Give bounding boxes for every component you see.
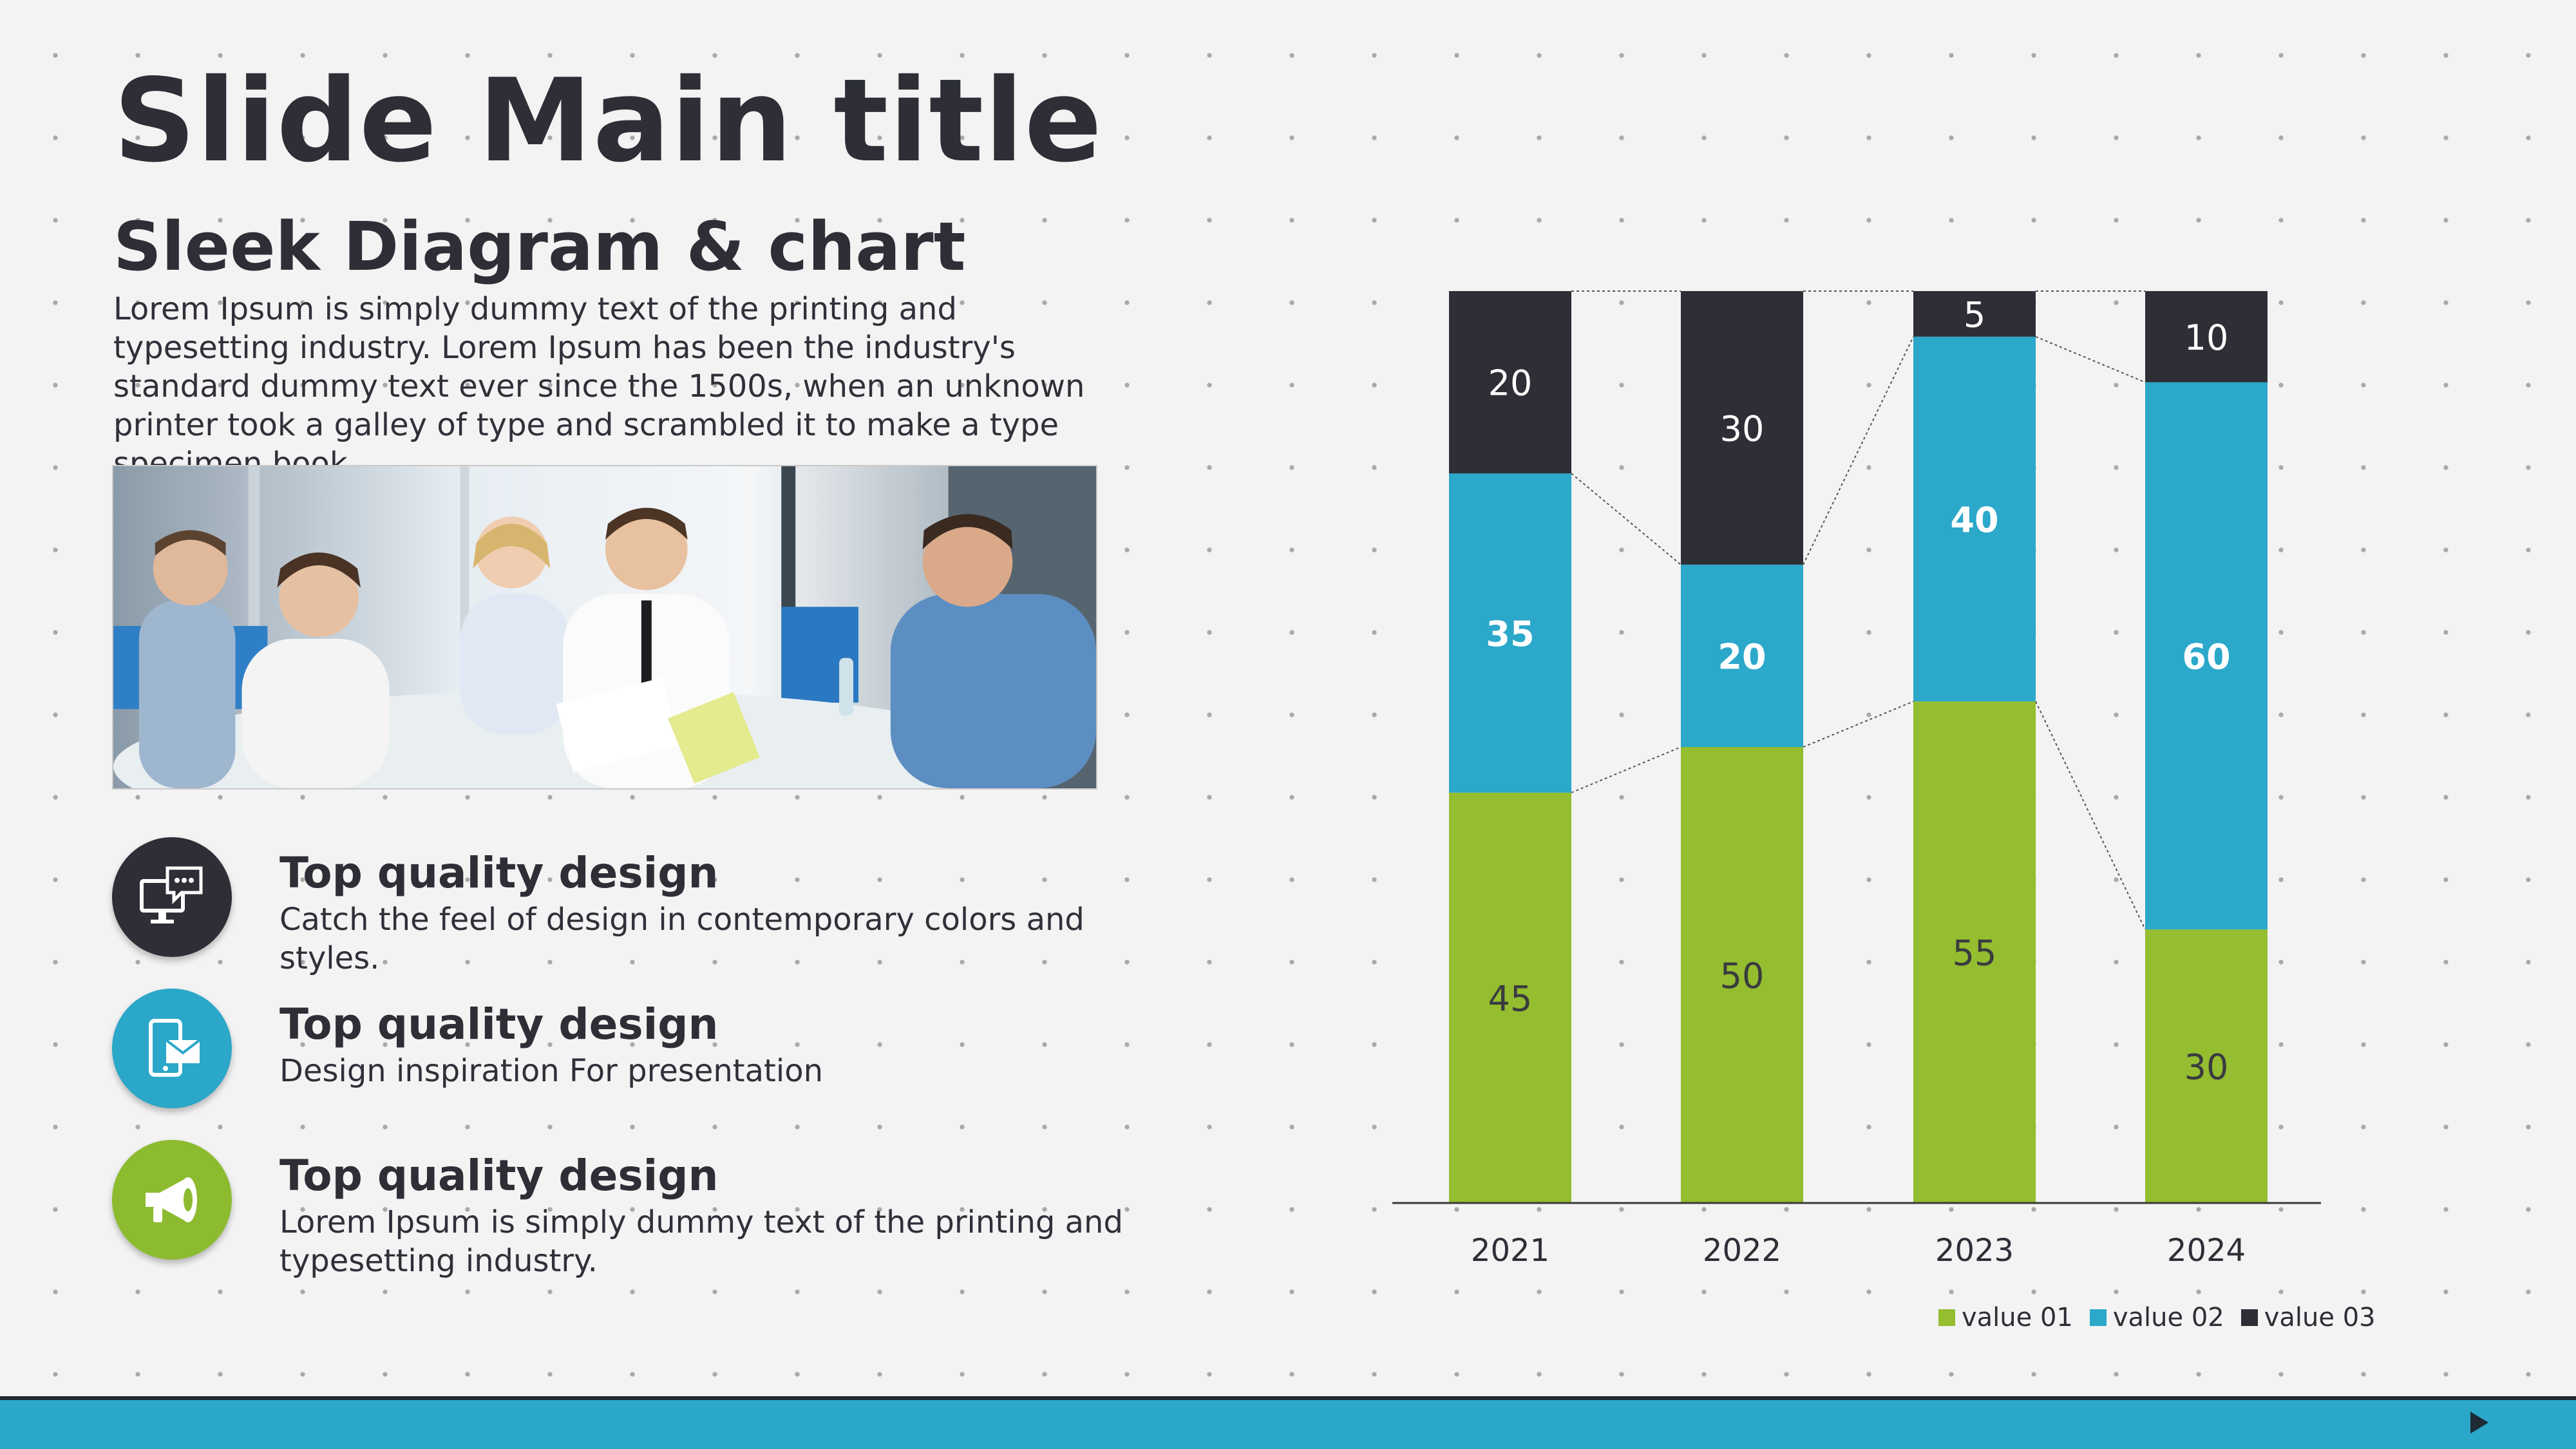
bar-segment-2024-series-3 — [2145, 291, 2268, 383]
feature-icon-circle — [112, 989, 232, 1108]
mobile-mail-icon — [149, 1019, 201, 1077]
connector-line — [1571, 473, 1681, 565]
bar-segment-2023-series-1 — [1913, 701, 2036, 1203]
megaphone-icon — [146, 1177, 197, 1222]
legend-swatch — [1938, 1309, 1955, 1326]
feature-icon-circle — [112, 837, 232, 957]
bar-segment-2022-series-1 — [1681, 747, 1803, 1203]
play-arrow-icon[interactable] — [2470, 1412, 2488, 1434]
feature-item-1: Top quality design Catch the feel of des… — [112, 837, 1142, 976]
connector-line — [1571, 746, 1681, 793]
feature-item-3: Top quality design Lorem Ipsum is simply… — [112, 1140, 1142, 1279]
slide-subtitle: Sleek Diagram & chart — [113, 207, 966, 286]
feature-description: Design inspiration For presentation — [279, 1053, 823, 1089]
legend-swatch — [2240, 1309, 2258, 1326]
data-label: 10 — [2184, 317, 2229, 358]
x-tick-label: 2021 — [1471, 1233, 1549, 1269]
slide-title: Slide Main title — [113, 54, 1103, 187]
connector-line — [2035, 336, 2146, 383]
bar-segment-2021-series-1 — [1449, 792, 1571, 1203]
data-label: 30 — [2184, 1047, 2229, 1088]
legend-label: value 03 — [2264, 1303, 2376, 1332]
chart-svg: 45 35 20 50 20 30 55 40 5 30 60 10 2021 2022 2023 2024 — [1392, 290, 2321, 1269]
data-label: 40 — [1950, 500, 1998, 540]
data-label: 60 — [2182, 636, 2230, 677]
legend-item-value-02: value 02 — [2089, 1298, 2224, 1337]
bar-segment-2023-series-2 — [1913, 336, 2036, 702]
data-label: 45 — [1488, 978, 1533, 1019]
connector-line — [2035, 701, 2146, 930]
x-tick-label: 2022 — [1703, 1233, 1781, 1269]
connector-line — [1803, 336, 1914, 565]
legend-item-value-03: value 03 — [2240, 1298, 2376, 1337]
feature-title: Top quality design — [279, 999, 719, 1049]
bar-segment-2022-series-3 — [1681, 291, 1803, 565]
footer-bar — [0, 1396, 2576, 1449]
data-label: 20 — [1488, 363, 1533, 404]
feature-description: Catch the feel of design in contemporary… — [279, 902, 1084, 976]
data-label: 50 — [1720, 956, 1765, 996]
bar-segment-2022-series-2 — [1681, 564, 1803, 747]
monitor-chat-icon — [140, 866, 203, 923]
feature-item-2: Top quality design Design inspiration Fo… — [112, 989, 1142, 1117]
data-label: 35 — [1486, 614, 1534, 654]
feature-icon-circle — [112, 1140, 232, 1260]
connector-line — [1803, 701, 1914, 748]
team-meeting-illustration — [113, 466, 1096, 788]
legend-swatch — [2089, 1309, 2107, 1326]
feature-description: Lorem Ipsum is simply dummy text of the … — [279, 1204, 1123, 1279]
data-label: 20 — [1718, 636, 1766, 677]
bar-segment-2021-series-2 — [1449, 473, 1571, 793]
bar-segment-2024-series-2 — [2145, 382, 2268, 930]
chart-legend: value 01 value 02 value 03 — [1938, 1298, 2376, 1337]
bar-segment-2024-series-1 — [2145, 929, 2268, 1203]
feature-title: Top quality design — [279, 1151, 719, 1200]
legend-label: value 01 — [1962, 1303, 2073, 1332]
legend-label: value 02 — [2112, 1303, 2224, 1332]
legend-item-value-01: value 01 — [1938, 1298, 2073, 1337]
bar-segment-2023-series-3 — [1913, 291, 2036, 337]
x-tick-label: 2024 — [2167, 1233, 2246, 1269]
team-meeting-photo — [112, 465, 1097, 790]
intro-paragraph: Lorem Ipsum is simply dummy text of the … — [113, 291, 1085, 482]
bar-segment-2021-series-3 — [1449, 291, 1571, 474]
stacked-bar-chart: 45 35 20 50 20 30 55 40 5 30 60 10 2021 2022 2023 2024 — [1365, 270, 2460, 1352]
data-label: 30 — [1720, 408, 1765, 449]
feature-title: Top quality design — [279, 848, 719, 898]
data-label: 55 — [1953, 933, 1997, 974]
x-tick-label: 2023 — [1935, 1233, 2014, 1269]
data-label: 5 — [1964, 294, 1985, 335]
